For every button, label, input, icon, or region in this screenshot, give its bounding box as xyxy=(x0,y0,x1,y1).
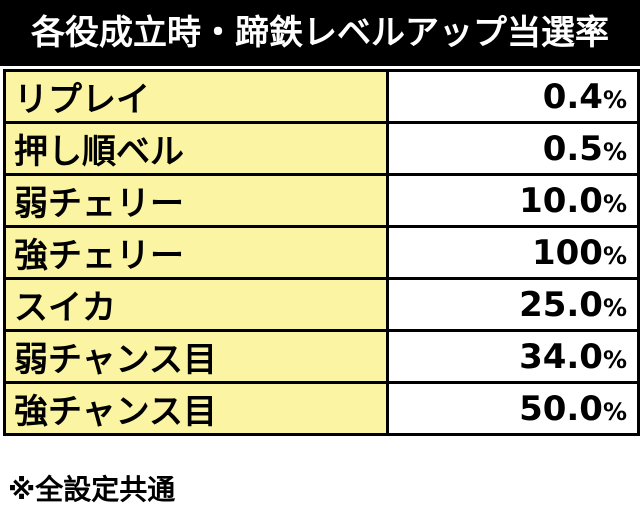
percent-unit: % xyxy=(602,397,627,426)
value-number: 10.0 xyxy=(519,180,603,221)
row-value: 100% xyxy=(386,225,640,280)
table-title: 各役成立時・蹄鉄レベルアップ当選率 xyxy=(0,0,640,66)
value-number: 34.0 xyxy=(519,336,603,377)
row-label: 強チャンス目 xyxy=(3,381,389,436)
row-value: 0.5% xyxy=(386,121,640,176)
percent-unit: % xyxy=(602,137,627,166)
table-row: スイカ 25.0% xyxy=(3,277,640,332)
row-label: リプレイ xyxy=(3,69,389,124)
row-value: 34.0% xyxy=(386,329,640,384)
row-label: 強チェリー xyxy=(3,225,389,280)
table-row: リプレイ 0.4% xyxy=(3,69,640,124)
percent-unit: % xyxy=(602,241,627,270)
row-value: 25.0% xyxy=(386,277,640,332)
value-number: 100 xyxy=(531,232,603,273)
table-row: 押し順ベル 0.5% xyxy=(3,121,640,176)
percent-unit: % xyxy=(602,189,627,218)
row-value: 50.0% xyxy=(386,381,640,436)
percent-unit: % xyxy=(602,85,627,114)
row-value: 0.4% xyxy=(386,69,640,124)
table-row: 強チャンス目 50.0% xyxy=(3,381,640,436)
row-value: 10.0% xyxy=(386,173,640,228)
value-number: 0.4 xyxy=(542,76,603,117)
value-number: 0.5 xyxy=(542,128,603,169)
value-number: 25.0 xyxy=(519,284,603,325)
value-number: 50.0 xyxy=(519,388,603,429)
rate-table: リプレイ 0.4% 押し順ベル 0.5% 弱チェリー 10.0% 強チェリー 1… xyxy=(3,69,640,436)
table-row: 弱チェリー 10.0% xyxy=(3,173,640,228)
table-row: 強チェリー 100% xyxy=(3,225,640,280)
table-row: 弱チャンス目 34.0% xyxy=(3,329,640,384)
row-label: 弱チェリー xyxy=(3,173,389,228)
footnote: ※全設定共通 xyxy=(8,473,176,506)
row-label: 押し順ベル xyxy=(3,121,389,176)
percent-unit: % xyxy=(602,345,627,374)
row-label: スイカ xyxy=(3,277,389,332)
row-label: 弱チャンス目 xyxy=(3,329,389,384)
percent-unit: % xyxy=(602,293,627,322)
